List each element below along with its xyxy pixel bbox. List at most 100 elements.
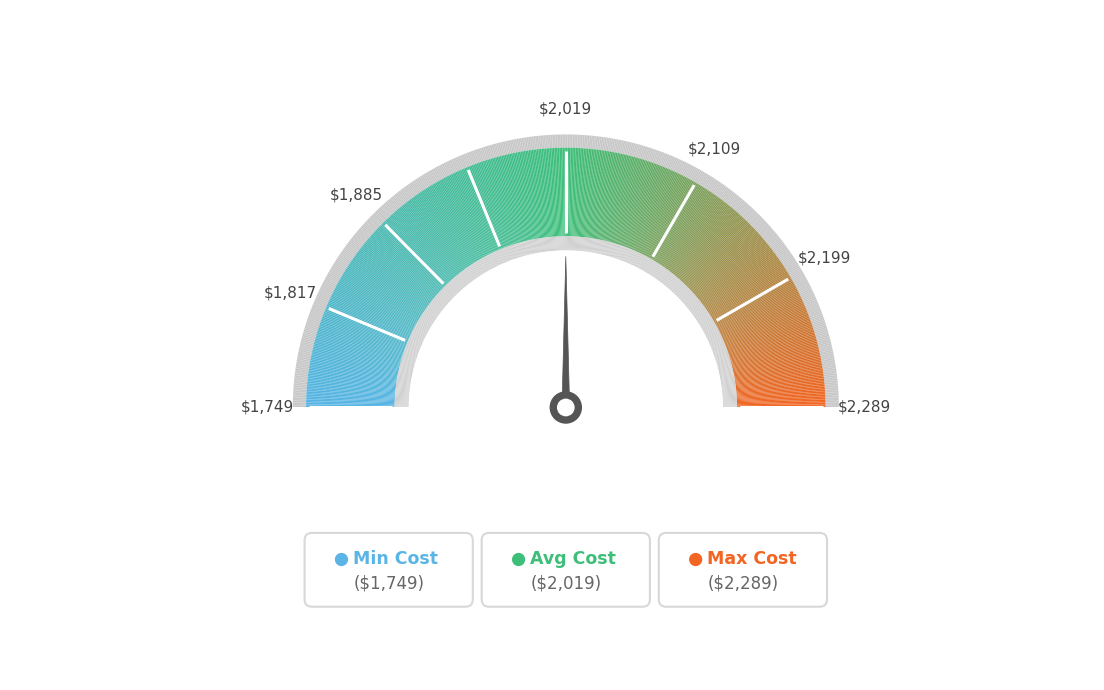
Wedge shape [817, 339, 830, 344]
Wedge shape [471, 150, 478, 164]
Wedge shape [318, 291, 331, 298]
Wedge shape [457, 171, 495, 252]
Wedge shape [721, 379, 735, 382]
Wedge shape [394, 406, 408, 408]
Wedge shape [616, 246, 622, 259]
Wedge shape [683, 219, 746, 284]
Wedge shape [375, 211, 385, 221]
Wedge shape [687, 166, 694, 178]
Wedge shape [629, 166, 662, 248]
Wedge shape [519, 242, 524, 257]
Wedge shape [305, 326, 318, 332]
Wedge shape [725, 315, 809, 348]
Wedge shape [705, 330, 719, 337]
Wedge shape [399, 368, 413, 373]
Wedge shape [627, 250, 634, 264]
Wedge shape [347, 243, 359, 252]
Wedge shape [605, 137, 608, 151]
Wedge shape [309, 312, 322, 318]
Wedge shape [575, 237, 577, 251]
Wedge shape [619, 140, 624, 154]
Wedge shape [293, 401, 306, 402]
Wedge shape [558, 237, 559, 250]
Wedge shape [596, 152, 613, 239]
Wedge shape [720, 372, 733, 376]
Wedge shape [691, 231, 757, 292]
Wedge shape [681, 216, 742, 282]
Wedge shape [678, 287, 689, 298]
Wedge shape [306, 396, 395, 401]
Wedge shape [622, 248, 628, 261]
Wedge shape [349, 240, 361, 250]
Wedge shape [819, 346, 832, 351]
Wedge shape [395, 395, 410, 397]
Wedge shape [657, 268, 666, 280]
Wedge shape [764, 231, 775, 241]
Wedge shape [718, 366, 732, 371]
Wedge shape [293, 406, 306, 408]
Wedge shape [412, 197, 465, 270]
Wedge shape [786, 263, 798, 271]
Wedge shape [735, 368, 822, 383]
Wedge shape [728, 323, 811, 353]
Wedge shape [438, 292, 450, 302]
Wedge shape [526, 241, 530, 255]
Wedge shape [691, 168, 699, 181]
Wedge shape [700, 319, 712, 326]
Wedge shape [683, 164, 691, 177]
Wedge shape [423, 190, 473, 265]
Wedge shape [297, 359, 310, 364]
Wedge shape [433, 299, 444, 309]
Wedge shape [520, 242, 524, 256]
Wedge shape [442, 288, 453, 299]
Wedge shape [677, 161, 683, 173]
Wedge shape [315, 338, 401, 363]
Wedge shape [712, 181, 721, 194]
Wedge shape [312, 349, 399, 370]
Wedge shape [470, 151, 476, 164]
Wedge shape [775, 246, 787, 255]
Wedge shape [437, 294, 448, 304]
Wedge shape [802, 293, 815, 300]
Wedge shape [550, 148, 556, 237]
Wedge shape [630, 143, 636, 157]
Wedge shape [688, 300, 700, 310]
Wedge shape [612, 244, 617, 257]
Wedge shape [302, 333, 316, 338]
Wedge shape [696, 170, 703, 183]
Wedge shape [528, 240, 531, 255]
Wedge shape [446, 161, 454, 174]
Wedge shape [736, 397, 826, 402]
Wedge shape [444, 177, 486, 257]
Wedge shape [455, 172, 493, 253]
Wedge shape [437, 293, 448, 304]
Wedge shape [541, 149, 551, 237]
Wedge shape [396, 384, 411, 387]
Wedge shape [464, 154, 470, 166]
Wedge shape [495, 251, 501, 264]
Wedge shape [516, 244, 521, 257]
Wedge shape [707, 178, 715, 190]
Wedge shape [449, 282, 459, 293]
Wedge shape [591, 238, 594, 253]
Wedge shape [465, 269, 474, 281]
Wedge shape [452, 159, 458, 172]
Wedge shape [675, 159, 682, 172]
Wedge shape [507, 141, 511, 154]
Wedge shape [648, 148, 654, 161]
Wedge shape [381, 224, 445, 287]
Wedge shape [439, 291, 450, 302]
Wedge shape [703, 325, 716, 333]
Wedge shape [696, 238, 764, 297]
Wedge shape [804, 299, 817, 306]
Wedge shape [338, 255, 350, 264]
Wedge shape [644, 176, 686, 255]
Wedge shape [481, 147, 487, 161]
Wedge shape [808, 308, 821, 315]
Wedge shape [492, 252, 500, 266]
Wedge shape [559, 237, 560, 250]
Wedge shape [649, 262, 658, 275]
Wedge shape [359, 228, 370, 238]
Wedge shape [301, 336, 315, 342]
Wedge shape [677, 286, 688, 297]
